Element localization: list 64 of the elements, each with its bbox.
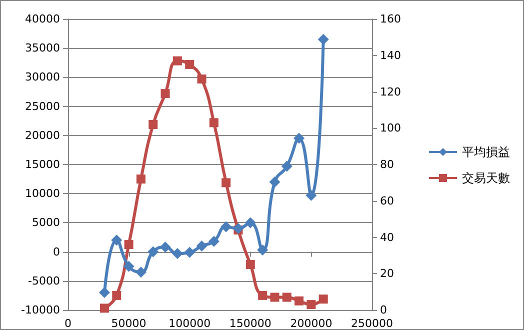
- point: [244, 217, 256, 228]
- y-tick-label: 25000: [25, 100, 60, 113]
- point: [135, 266, 146, 278]
- point: [257, 244, 268, 256]
- point: [136, 174, 146, 184]
- y2-tick-label: 120: [380, 85, 401, 98]
- point: [209, 118, 218, 128]
- x-tick-label: 250000: [351, 317, 393, 330]
- point: [196, 240, 208, 252]
- point: [281, 160, 292, 172]
- point: [124, 240, 134, 250]
- y-tick-label: 20000: [25, 128, 60, 142]
- y-tick-label: 40000: [25, 12, 60, 26]
- y2-tick-label: 40: [380, 230, 394, 244]
- point: [222, 178, 231, 188]
- legend-label: 交易天數: [462, 171, 510, 185]
- point: [282, 292, 292, 302]
- y2-tick-label: 80: [380, 158, 394, 171]
- point: [306, 300, 316, 310]
- y-tick-label: 15000: [25, 158, 60, 171]
- point: [197, 74, 206, 84]
- point: [306, 190, 317, 201]
- y2-tick-label: 0: [380, 304, 387, 316]
- point: [318, 34, 329, 45]
- point: [123, 260, 134, 272]
- x-tick-label: 200000: [290, 317, 332, 330]
- y2-tick-label: 20: [380, 267, 394, 280]
- y-tick-label: -5000: [28, 274, 60, 288]
- point: [172, 248, 183, 260]
- point: [184, 246, 196, 258]
- point: [208, 236, 220, 247]
- y-tick-label: 5000: [32, 216, 60, 230]
- point: [294, 132, 305, 144]
- point: [269, 176, 280, 188]
- legend-label: 平均損益: [462, 145, 510, 159]
- point: [185, 60, 194, 69]
- point: [98, 287, 110, 298]
- y-tick-label: 30000: [25, 70, 60, 84]
- point: [246, 260, 255, 270]
- point: [112, 290, 122, 300]
- point: [160, 89, 170, 98]
- point: [172, 56, 182, 66]
- point: [111, 234, 122, 246]
- y2-tick-label: 100: [380, 122, 401, 135]
- y2-tick-label: 160: [380, 12, 401, 26]
- x-tick-label: 150000: [229, 317, 272, 330]
- x-tick-label: 0: [64, 317, 72, 330]
- y-tick-label: 0: [53, 245, 60, 258]
- point: [220, 221, 232, 232]
- y-tick-label: 10000: [25, 187, 60, 200]
- point: [294, 296, 304, 306]
- x-tick-label: 100000: [168, 317, 211, 330]
- y-tick-label: 35000: [25, 42, 60, 55]
- point: [148, 246, 159, 258]
- x-tick-label: 50000: [111, 317, 146, 330]
- point: [270, 292, 280, 302]
- point: [148, 120, 158, 129]
- y2-tick-label: 60: [380, 194, 394, 208]
- point: [160, 242, 171, 253]
- point: [100, 304, 109, 313]
- point: [318, 294, 328, 304]
- point: [258, 290, 268, 300]
- y-tick-label: -10000: [21, 304, 60, 316]
- y2-tick-label: 140: [380, 48, 401, 62]
